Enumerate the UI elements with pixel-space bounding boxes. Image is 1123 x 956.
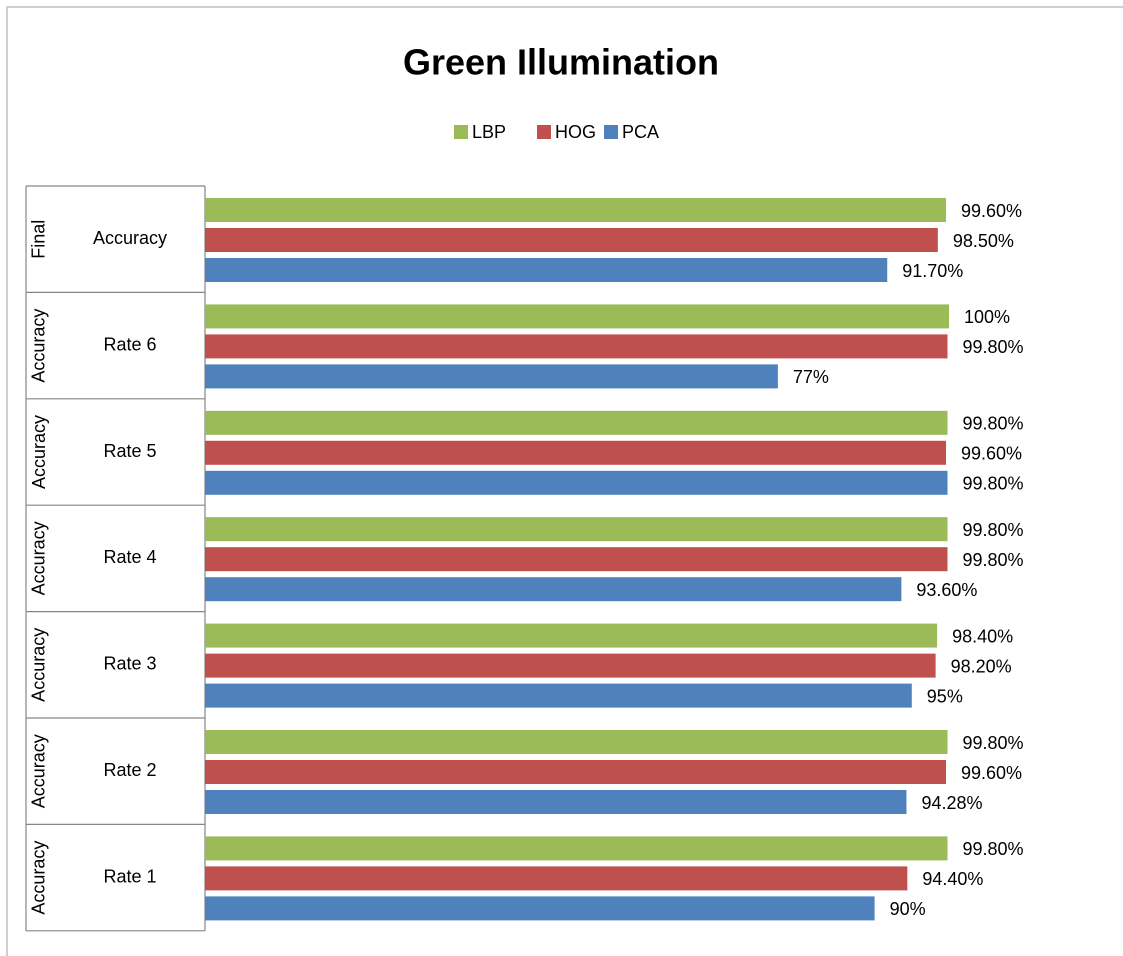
data-label: 100% [964,307,1010,327]
data-label: 99.80% [963,839,1024,859]
data-label: 99.80% [963,474,1024,494]
category-label: Rate 3 [103,654,156,674]
category-label: Accuracy [93,228,167,248]
category-label: Rate 5 [103,441,156,461]
data-label: 77% [793,367,829,387]
data-label: 94.28% [921,793,982,813]
bar [205,228,938,252]
bar [205,577,902,602]
group-label: Accuracy [29,309,49,383]
group-label: Final [29,220,49,259]
bar [205,760,947,784]
bar [205,896,875,921]
data-label: 99.60% [961,201,1022,221]
group-label: Accuracy [29,841,49,915]
group-label: Accuracy [29,521,49,595]
group-label: Accuracy [29,734,49,808]
bar [205,304,949,329]
bar [205,258,888,282]
data-label: 94.40% [922,869,983,889]
legend-label: PCA [622,122,659,142]
bar [205,683,912,708]
legend-label: HOG [555,122,596,142]
data-label: 95% [927,686,963,706]
bar [205,440,947,465]
bar [205,730,948,754]
data-label: 99.80% [963,337,1024,357]
group-label: Accuracy [29,415,49,489]
data-label: 99.80% [963,550,1024,570]
bar [205,470,948,495]
data-label: 99.60% [961,444,1022,464]
bar [205,410,948,435]
legend-swatch [454,125,468,139]
data-label: 99.60% [961,763,1022,783]
data-label: 98.40% [952,626,1013,646]
category-label: Rate 4 [103,547,156,567]
bar [205,334,948,359]
group-label: Accuracy [29,628,49,702]
bar [205,198,947,222]
bar [205,790,907,814]
legend-swatch [604,125,618,139]
legend-label: LBP [472,122,506,142]
chart-title: Green Illumination [403,42,719,83]
category-label: Rate 2 [103,760,156,780]
category-label: Rate 6 [103,334,156,354]
bar [205,653,936,678]
data-label: 91.70% [902,261,963,281]
legend-swatch [537,125,551,139]
category-label: Rate 1 [103,866,156,886]
data-label: 99.80% [963,414,1024,434]
bar [205,547,948,572]
data-label: 99.80% [963,733,1024,753]
data-label: 90% [890,899,926,919]
bar [205,836,948,861]
bar [205,623,938,648]
bar [205,866,908,891]
bar [205,517,948,542]
data-label: 99.80% [963,520,1024,540]
data-label: 98.20% [951,656,1012,676]
data-label: 98.50% [953,231,1014,251]
data-label: 93.60% [916,580,977,600]
bar [205,364,778,389]
